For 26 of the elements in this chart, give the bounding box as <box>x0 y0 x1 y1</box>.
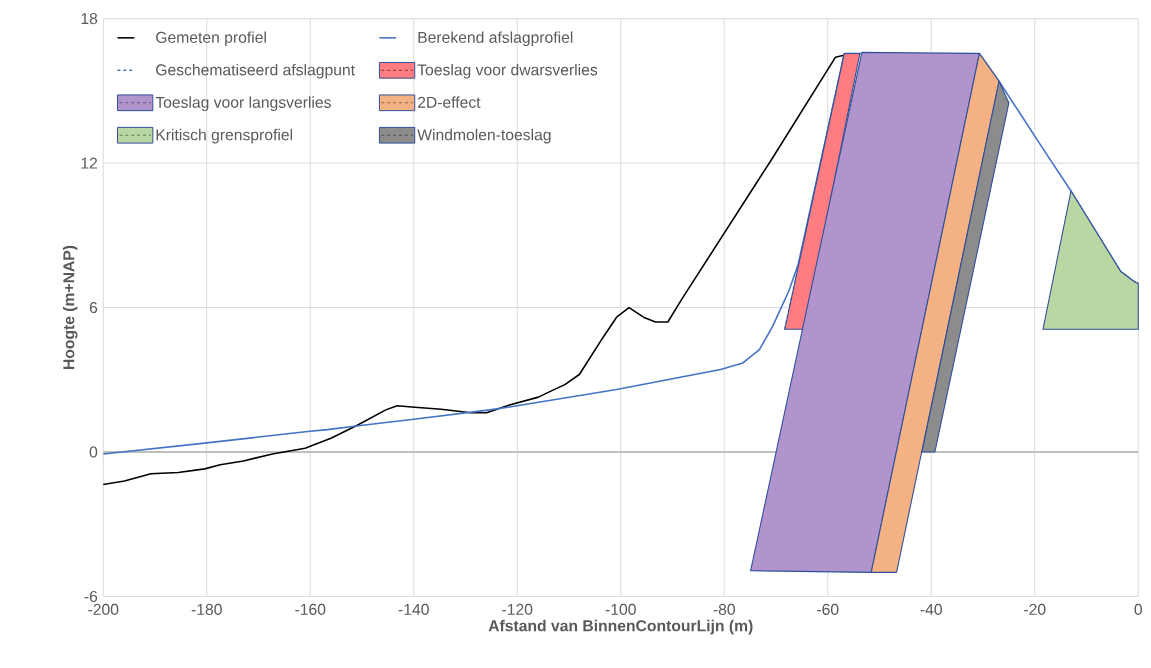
legend-label: Windmolen-toeslag <box>417 128 551 144</box>
x-tick-label: -40 <box>920 603 942 615</box>
x-tick-label: -100 <box>605 603 636 615</box>
x-tick-label: -80 <box>713 603 735 615</box>
y-axis-title: Hoogte (m+NAP) <box>62 245 78 370</box>
x-tick-label: -60 <box>817 603 839 615</box>
x-tick-label: -120 <box>502 603 533 615</box>
legend-label: Berekend afslagprofiel <box>418 31 573 47</box>
y-tick-label: 18 <box>81 13 98 25</box>
x-tick-label: -200 <box>88 603 119 615</box>
legend-label: Gemeten profiel <box>156 31 266 47</box>
x-tick-label: -180 <box>191 603 222 615</box>
y-tick-label: 6 <box>89 301 98 314</box>
legend-label: Toeslag voor langsverlies <box>155 96 331 111</box>
legend-label: 2D-effect <box>417 96 481 108</box>
y-tick-label: 0 <box>89 446 98 458</box>
x-axis-title: Afstand van BinnenContourLijn (m) <box>488 619 753 635</box>
legend-label: Kritisch grensprofiel <box>156 128 293 144</box>
legend-label: Geschematiseerd afslagpunt <box>156 63 355 79</box>
x-tick-label: -160 <box>295 603 326 615</box>
y-tick-label: -6 <box>84 590 98 602</box>
y-tick-label: 12 <box>81 157 98 169</box>
legend-label: Toeslag voor dwarsverlies <box>417 63 598 79</box>
x-tick-label: 0 <box>1134 603 1142 615</box>
x-tick-label: -140 <box>398 603 429 615</box>
x-tick-label: -20 <box>1024 603 1046 615</box>
